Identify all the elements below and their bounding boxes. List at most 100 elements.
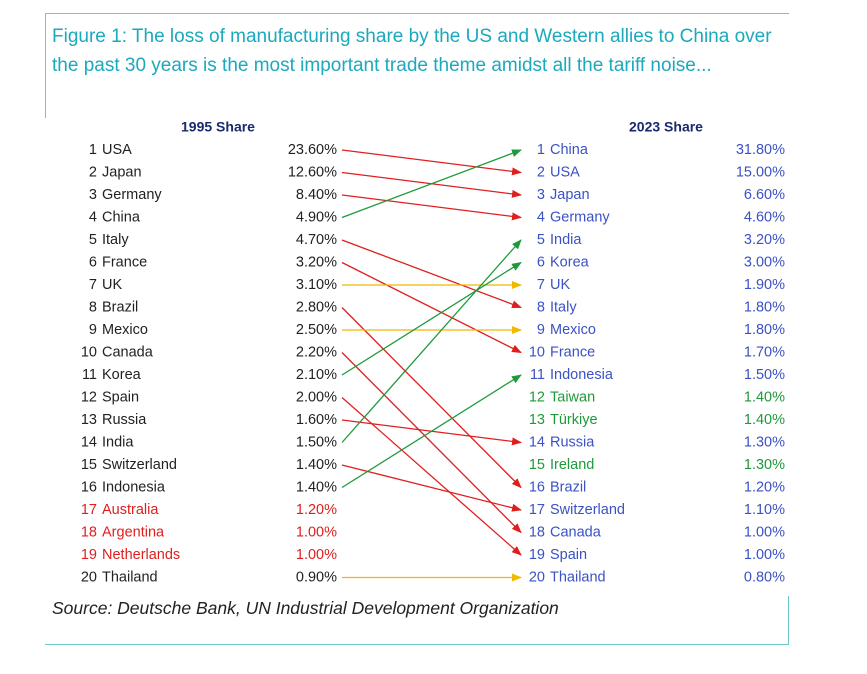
left-rank-12: 12 bbox=[81, 389, 97, 405]
left-share-4: 4.90% bbox=[296, 209, 337, 225]
right-country-2: USA bbox=[550, 164, 580, 180]
left-country-18: Argentina bbox=[102, 524, 165, 540]
figure-source: Source: Deutsche Bank, UN Industrial Dev… bbox=[52, 598, 559, 618]
right-country-17: Switzerland bbox=[550, 502, 625, 518]
right-rank-10: 10 bbox=[529, 344, 545, 360]
left-rank-10: 10 bbox=[81, 344, 97, 360]
right-share-14: 1.30% bbox=[744, 434, 785, 450]
left-country-6: France bbox=[102, 254, 147, 270]
right-country-1: China bbox=[550, 142, 589, 158]
left-share-20: 0.90% bbox=[296, 569, 337, 585]
left-country-17: Australia bbox=[102, 502, 159, 518]
right-rank-12: 12 bbox=[529, 389, 545, 405]
right-share-6: 3.00% bbox=[744, 254, 785, 270]
right-share-15: 1.30% bbox=[744, 457, 785, 473]
left-country-9: Mexico bbox=[102, 322, 148, 338]
frame-bottom-border bbox=[45, 644, 789, 645]
left-rank-14: 14 bbox=[81, 434, 97, 450]
arrow-usa bbox=[341, 149, 522, 176]
left-share-15: 1.40% bbox=[296, 457, 337, 473]
right-rank-9: 9 bbox=[537, 322, 545, 338]
right-country-13: Türkiye bbox=[550, 412, 598, 428]
right-share-11: 1.50% bbox=[744, 367, 785, 383]
left-country-2: Japan bbox=[102, 164, 142, 180]
left-country-13: Russia bbox=[102, 412, 147, 428]
left-country-4: China bbox=[102, 209, 141, 225]
arrow-brazil bbox=[341, 307, 522, 489]
right-rank-5: 5 bbox=[537, 232, 545, 248]
left-country-15: Switzerland bbox=[102, 457, 177, 473]
right-country-12: Taiwan bbox=[550, 389, 595, 405]
left-country-12: Spain bbox=[102, 389, 139, 405]
right-country-19: Spain bbox=[550, 547, 587, 563]
left-share-12: 2.00% bbox=[296, 389, 337, 405]
left-country-1: USA bbox=[102, 142, 132, 158]
arrow-italy bbox=[341, 239, 522, 309]
left-share-7: 3.10% bbox=[296, 277, 337, 293]
figure-title: Figure 1: The loss of manufacturing shar… bbox=[52, 26, 772, 76]
left-header: 1995 Share bbox=[181, 119, 255, 135]
left-rank-11: 11 bbox=[82, 367, 97, 383]
right-share-4: 4.60% bbox=[744, 209, 785, 225]
right-rank-20: 20 bbox=[529, 569, 545, 585]
right-share-5: 3.20% bbox=[744, 232, 785, 248]
right-country-18: Canada bbox=[550, 524, 602, 540]
left-rank-5: 5 bbox=[89, 232, 97, 248]
left-share-5: 4.70% bbox=[296, 232, 337, 248]
right-rank-7: 7 bbox=[537, 277, 545, 293]
left-share-9: 2.50% bbox=[296, 322, 337, 338]
right-share-9: 1.80% bbox=[744, 322, 785, 338]
arrow-spain bbox=[341, 397, 522, 556]
right-share-8: 1.80% bbox=[744, 299, 785, 315]
left-country-20: Thailand bbox=[102, 569, 158, 585]
right-share-18: 1.00% bbox=[744, 524, 785, 540]
right-rank-2: 2 bbox=[537, 164, 545, 180]
right-country-10: France bbox=[550, 344, 595, 360]
right-rank-4: 4 bbox=[537, 209, 545, 225]
left-rank-17: 17 bbox=[81, 502, 97, 518]
right-share-12: 1.40% bbox=[744, 389, 785, 405]
left-share-10: 2.20% bbox=[296, 344, 337, 360]
left-share-6: 3.20% bbox=[296, 254, 337, 270]
right-country-8: Italy bbox=[550, 299, 577, 315]
left-rank-18: 18 bbox=[81, 524, 97, 540]
frame-right-border bbox=[788, 596, 789, 644]
left-share-13: 1.60% bbox=[296, 412, 337, 428]
arrow-korea bbox=[341, 261, 522, 376]
right-rank-14: 14 bbox=[529, 434, 545, 450]
left-country-8: Brazil bbox=[102, 299, 138, 315]
arrow-canada bbox=[341, 352, 522, 534]
left-country-10: Canada bbox=[102, 344, 154, 360]
left-share-18: 1.00% bbox=[296, 524, 337, 540]
right-country-14: Russia bbox=[550, 434, 595, 450]
left-country-19: Netherlands bbox=[102, 547, 180, 563]
right-rank-16: 16 bbox=[529, 479, 545, 495]
right-country-20: Thailand bbox=[550, 569, 606, 585]
right-rank-18: 18 bbox=[529, 524, 545, 540]
right-header: 2023 Share bbox=[629, 119, 703, 135]
right-share-1: 31.80% bbox=[736, 142, 785, 158]
arrow-india bbox=[341, 239, 522, 443]
left-rank-2: 2 bbox=[89, 164, 97, 180]
left-country-7: UK bbox=[102, 277, 122, 293]
right-share-16: 1.20% bbox=[744, 479, 785, 495]
right-share-13: 1.40% bbox=[744, 412, 785, 428]
right-country-4: Germany bbox=[550, 209, 610, 225]
right-rank-8: 8 bbox=[537, 299, 545, 315]
left-country-11: Korea bbox=[102, 367, 142, 383]
left-rank-4: 4 bbox=[89, 209, 97, 225]
right-share-3: 6.60% bbox=[744, 187, 785, 203]
left-rank-20: 20 bbox=[81, 569, 97, 585]
arrow-indonesia bbox=[341, 374, 522, 489]
arrow-switzerland bbox=[341, 464, 522, 512]
right-country-11: Indonesia bbox=[550, 367, 614, 383]
left-share-17: 1.20% bbox=[296, 502, 337, 518]
left-share-2: 12.60% bbox=[288, 164, 337, 180]
frame-left-border bbox=[45, 13, 46, 118]
left-rank-16: 16 bbox=[81, 479, 97, 495]
arrow-germany bbox=[341, 194, 522, 221]
right-country-16: Brazil bbox=[550, 479, 586, 495]
left-rank-3: 3 bbox=[89, 187, 97, 203]
right-share-7: 1.90% bbox=[744, 277, 785, 293]
arrow-france bbox=[341, 261, 522, 354]
